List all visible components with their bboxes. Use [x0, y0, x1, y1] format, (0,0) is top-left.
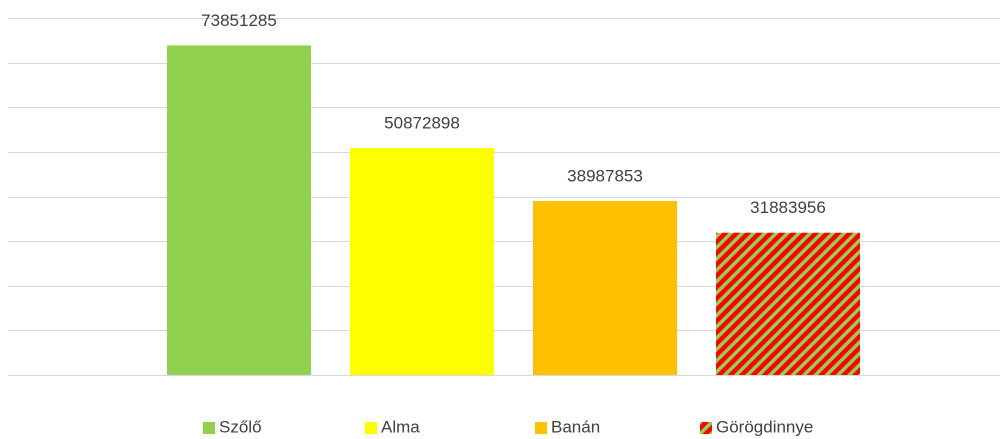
bar	[350, 147, 494, 375]
data-label: 38987853	[567, 167, 643, 186]
data-label: 73851285	[201, 11, 277, 30]
bar	[167, 45, 311, 376]
legend-swatch	[203, 422, 215, 434]
legend-label: Alma	[381, 417, 420, 436]
data-label: 31883956	[750, 198, 826, 217]
data-label: 50872898	[384, 113, 460, 132]
bar	[716, 232, 860, 375]
legend-swatch	[535, 422, 547, 434]
legend-swatch	[365, 422, 377, 434]
legend-label: Banán	[551, 417, 600, 436]
bar	[533, 201, 677, 375]
legend-swatch	[700, 422, 712, 434]
legend-label: Görögdinnye	[716, 417, 813, 436]
legend-label: Szőlő	[219, 417, 262, 436]
